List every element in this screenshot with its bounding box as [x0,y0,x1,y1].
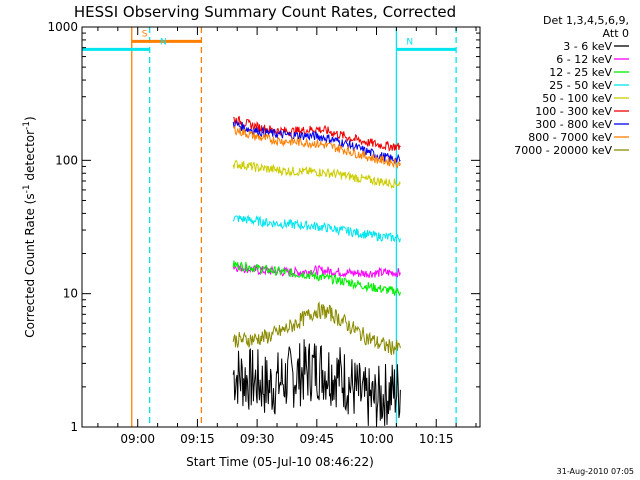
x-tick-label: 10:15 [419,432,454,446]
series-line [232,260,401,297]
series-line [232,263,401,279]
y-axis: 1 10 100 1000 [47,20,480,434]
series-line [232,214,401,243]
legend-label: 12 - 25 keV [549,66,612,79]
legend-label: 50 - 100 keV [542,92,612,105]
footer-timestamp: 31-Aug-2010 07:05 [557,467,634,476]
x-axis: 09:00 09:15 09:30 09:45 10:00 10:15 [97,27,477,446]
x-tick-label: 10:00 [359,432,394,446]
series-line [232,339,401,426]
y-tick-label: 1000 [47,20,78,34]
legend-label: 6 - 12 keV [556,53,612,66]
chart-title: HESSI Observing Summary Count Rates, Cor… [74,3,456,21]
legend-label: 100 - 300 keV [535,105,612,118]
flag-label: N [406,37,413,47]
y-tick-label: 1 [70,420,78,434]
flag-label: N [160,37,167,47]
x-axis-label: Start Time (05-Jul-10 08:46:22) [186,455,374,469]
x-tick-label: 09:30 [240,432,275,446]
legend-label: 25 - 50 keV [549,79,612,92]
series-line [232,120,401,164]
legend-label: 300 - 800 keV [535,118,612,131]
legend-header-line-2: Att 0 [603,27,629,40]
flag-label: S [142,29,148,39]
legend-label: 800 - 7000 keV [528,131,612,144]
series-line [232,126,401,170]
legend-header-line-1: Det 1,3,4,5,6,9, [543,14,629,27]
x-tick-label: 09:45 [300,432,335,446]
x-tick-label: 09:15 [180,432,215,446]
y-tick-label: 100 [55,153,78,167]
legend-label: 7000 - 20000 keV [514,144,612,157]
legend-label: 3 - 6 keV [563,40,612,53]
series-line [233,115,401,152]
x-tick-label: 09:00 [120,432,155,446]
plot-frame [81,26,481,428]
y-tick-label: 10 [63,287,78,301]
series-line [232,301,401,356]
series-line [232,159,401,190]
y-axis-label: Corrected Count Rate (s-1 detector-1) [22,116,37,337]
